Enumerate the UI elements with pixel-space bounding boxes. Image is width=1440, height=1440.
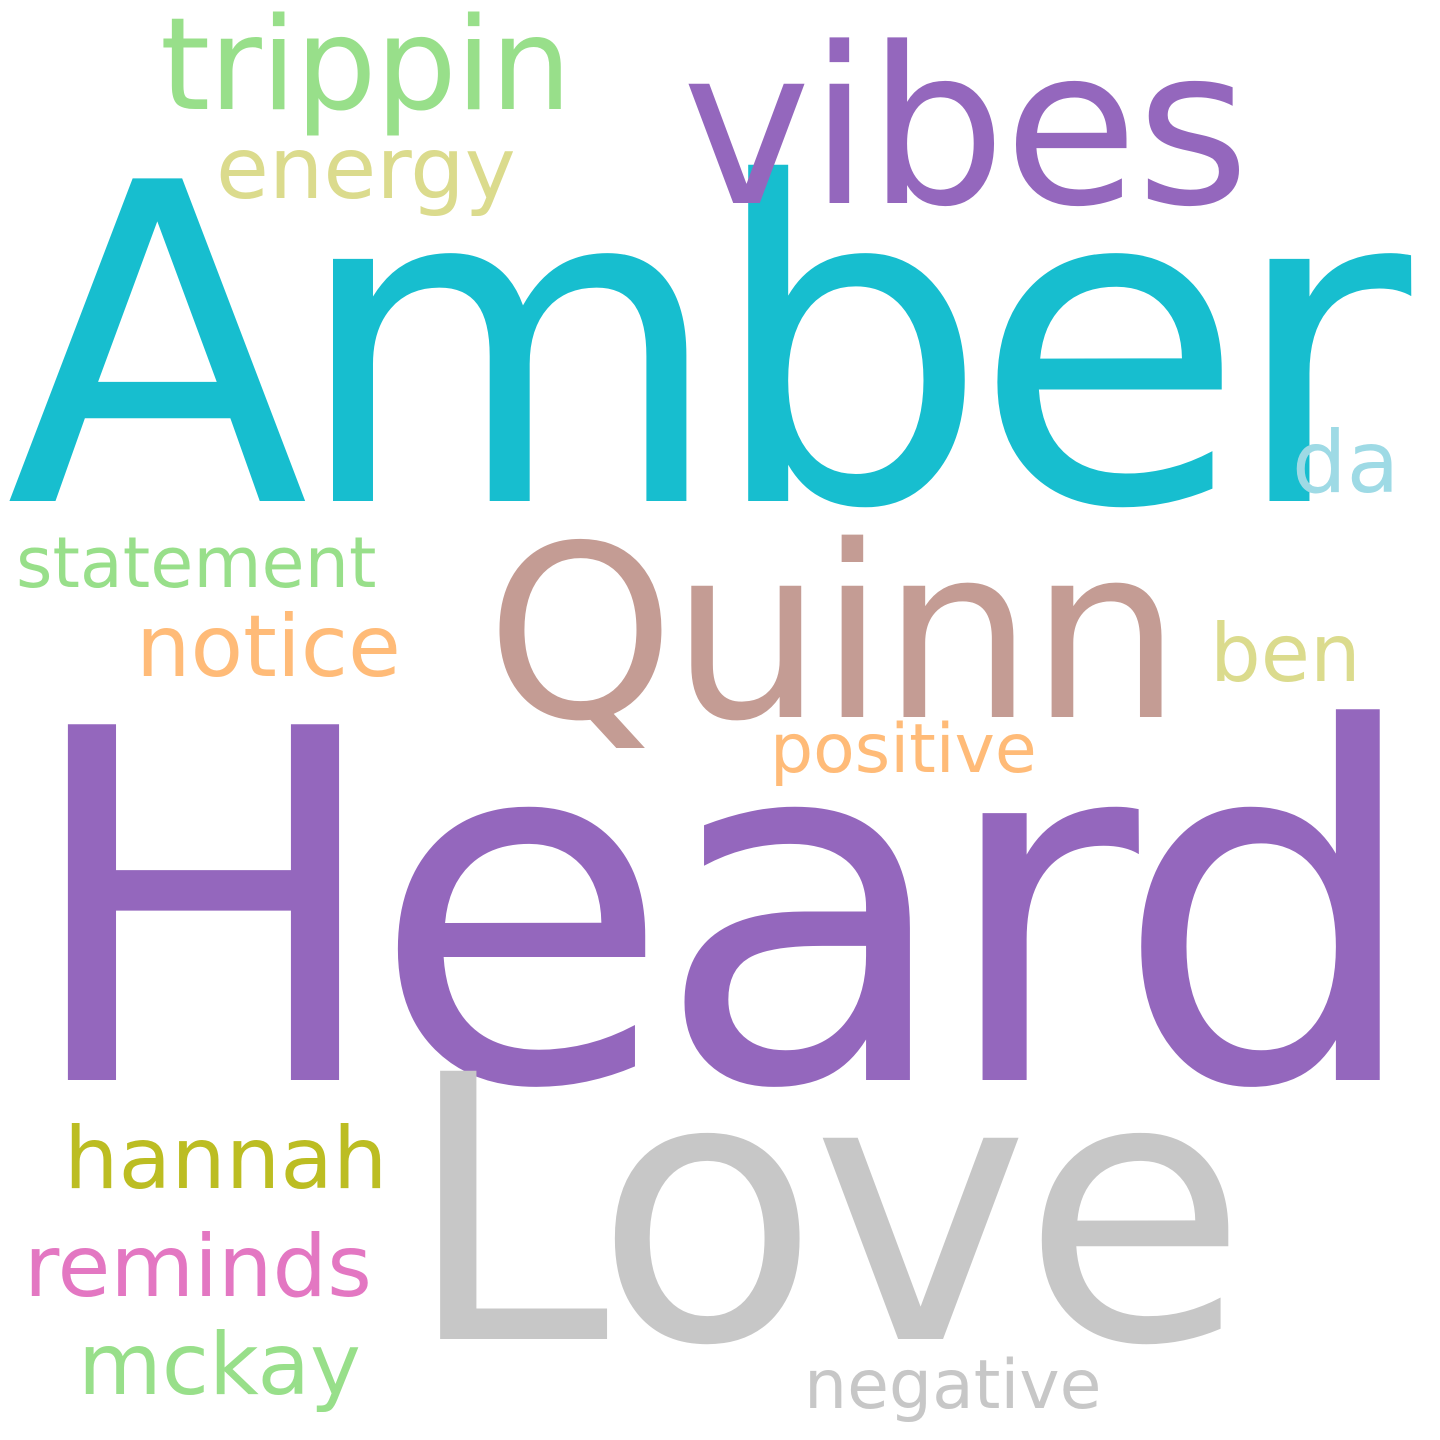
word-mckay: mckay — [78, 1315, 361, 1415]
word-ben: ben — [1210, 607, 1361, 700]
word-da: da — [1292, 413, 1400, 513]
word-energy: energy — [216, 119, 516, 219]
word-statement: statement — [16, 522, 377, 604]
word-positive: positive — [770, 710, 1037, 789]
word-quinn: Quinn — [486, 494, 1182, 774]
word-love: Love — [404, 997, 1248, 1426]
word-vibes: vibes — [682, 2, 1250, 255]
word-notice: notice — [136, 597, 401, 697]
word-hannah: hannah — [64, 1109, 388, 1209]
word-trippin: trippin — [160, 0, 572, 140]
word-reminds: reminds — [24, 1217, 372, 1317]
word-heard: Heard — [20, 628, 1424, 1196]
word-amber: Amber — [6, 91, 1411, 606]
word-negative: negative — [804, 1346, 1102, 1425]
